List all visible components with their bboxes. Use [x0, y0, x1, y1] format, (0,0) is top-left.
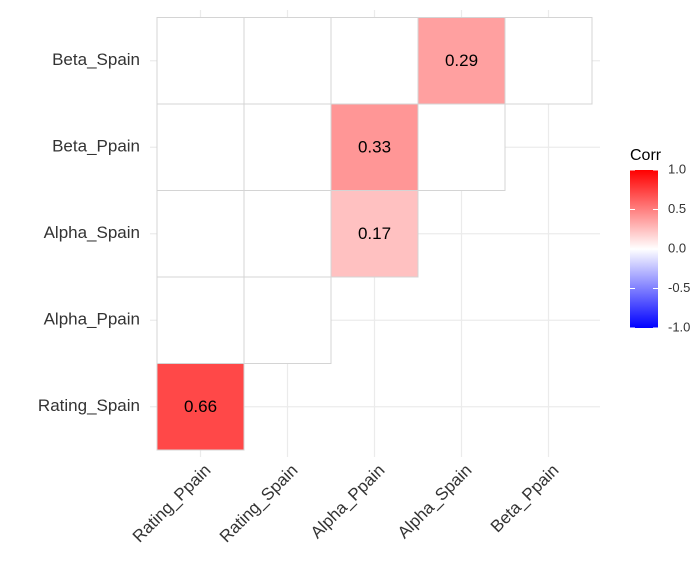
empty-cell — [156, 103, 245, 191]
x-tick-label: Alpha_Spain — [394, 461, 476, 543]
y-tick-label: Alpha_Ppain — [44, 310, 140, 329]
empty-cell — [156, 190, 245, 278]
cell-label: 0.33 — [358, 138, 391, 157]
legend-title: Corr — [630, 147, 662, 164]
y-tick-label: Beta_Ppain — [52, 137, 140, 156]
legend: Corr 1.0 0.5 0.0 -0.5 -1.0 — [630, 147, 690, 334]
empty-cell — [243, 103, 332, 191]
colorbar-tick-label: 1.0 — [668, 161, 686, 176]
cell-label: 0.29 — [445, 51, 478, 70]
empty-cell — [504, 17, 593, 105]
colorbar-tick-label: -0.5 — [668, 280, 690, 295]
empty-cell — [330, 17, 419, 105]
colorbar-tick-label: 0.0 — [668, 240, 686, 255]
cell-label: 0.66 — [184, 397, 217, 416]
y-tick-label: Beta_Spain — [52, 50, 140, 69]
x-tick-label: Rating_Spain — [216, 461, 302, 547]
empty-cell — [243, 276, 332, 364]
colorbar-tick-label: -1.0 — [668, 319, 690, 334]
cell-label: 0.17 — [358, 224, 391, 243]
x-tick-label: Rating_Ppain — [129, 461, 215, 547]
y-tick-label: Rating_Spain — [38, 396, 140, 415]
cell — [417, 17, 506, 105]
cell — [330, 190, 419, 278]
cells: 0.66 0.17 0.33 0.29 — [156, 17, 593, 451]
x-tick-label: Alpha_Ppain — [307, 461, 389, 543]
empty-cell — [417, 103, 506, 191]
cell — [330, 103, 419, 191]
empty-cell — [156, 276, 245, 364]
y-tick-label: Alpha_Spain — [44, 223, 140, 242]
empty-cell — [243, 17, 332, 105]
empty-cell — [243, 190, 332, 278]
x-tick-label: Beta_Ppain — [487, 461, 563, 537]
colorbar-tick-label: 0.5 — [668, 201, 686, 216]
empty-cell — [156, 17, 245, 105]
